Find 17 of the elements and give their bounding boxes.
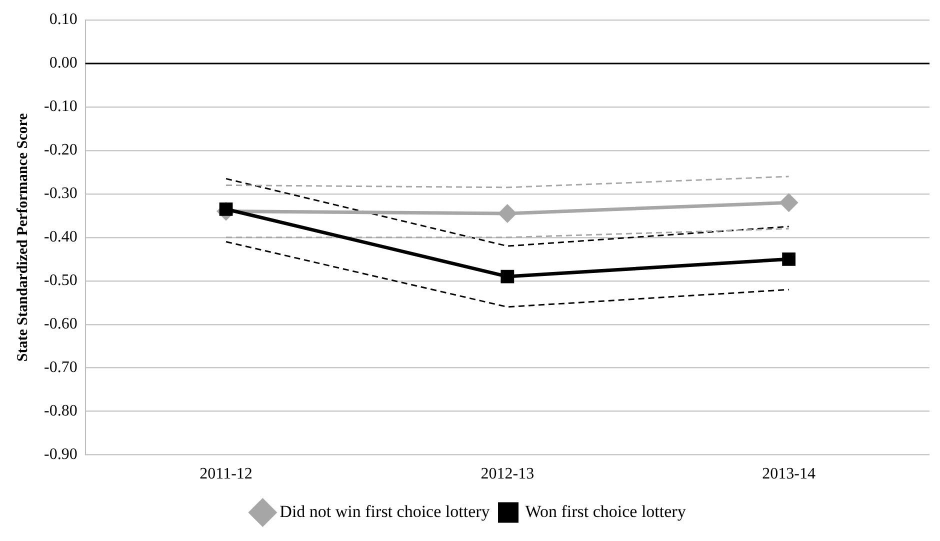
- legend-label: Won first choice lottery: [525, 502, 686, 521]
- x-tick-label: 2011-12: [200, 466, 252, 483]
- y-tick-label: -0.60: [44, 316, 78, 333]
- y-axis-title: State Standardized Performance Score: [14, 112, 31, 362]
- y-tick-label: -0.40: [44, 228, 78, 246]
- y-tick-label: -0.80: [44, 402, 78, 420]
- y-tick-label: -0.20: [44, 142, 78, 159]
- y-tick-label: -0.10: [44, 98, 78, 116]
- x-tick-label: 2012-13: [480, 466, 534, 483]
- y-tick-label: 0.10: [49, 11, 78, 28]
- legend-label: Did not win first choice lottery: [280, 502, 490, 521]
- x-tick-label: 2013-14: [762, 466, 816, 483]
- y-tick-label: -0.70: [44, 359, 78, 376]
- y-tick-label: -0.50: [44, 272, 78, 290]
- y-tick-label: -0.90: [44, 446, 78, 464]
- y-tick-label: 0.00: [49, 54, 78, 72]
- y-tick-label: -0.30: [44, 185, 78, 202]
